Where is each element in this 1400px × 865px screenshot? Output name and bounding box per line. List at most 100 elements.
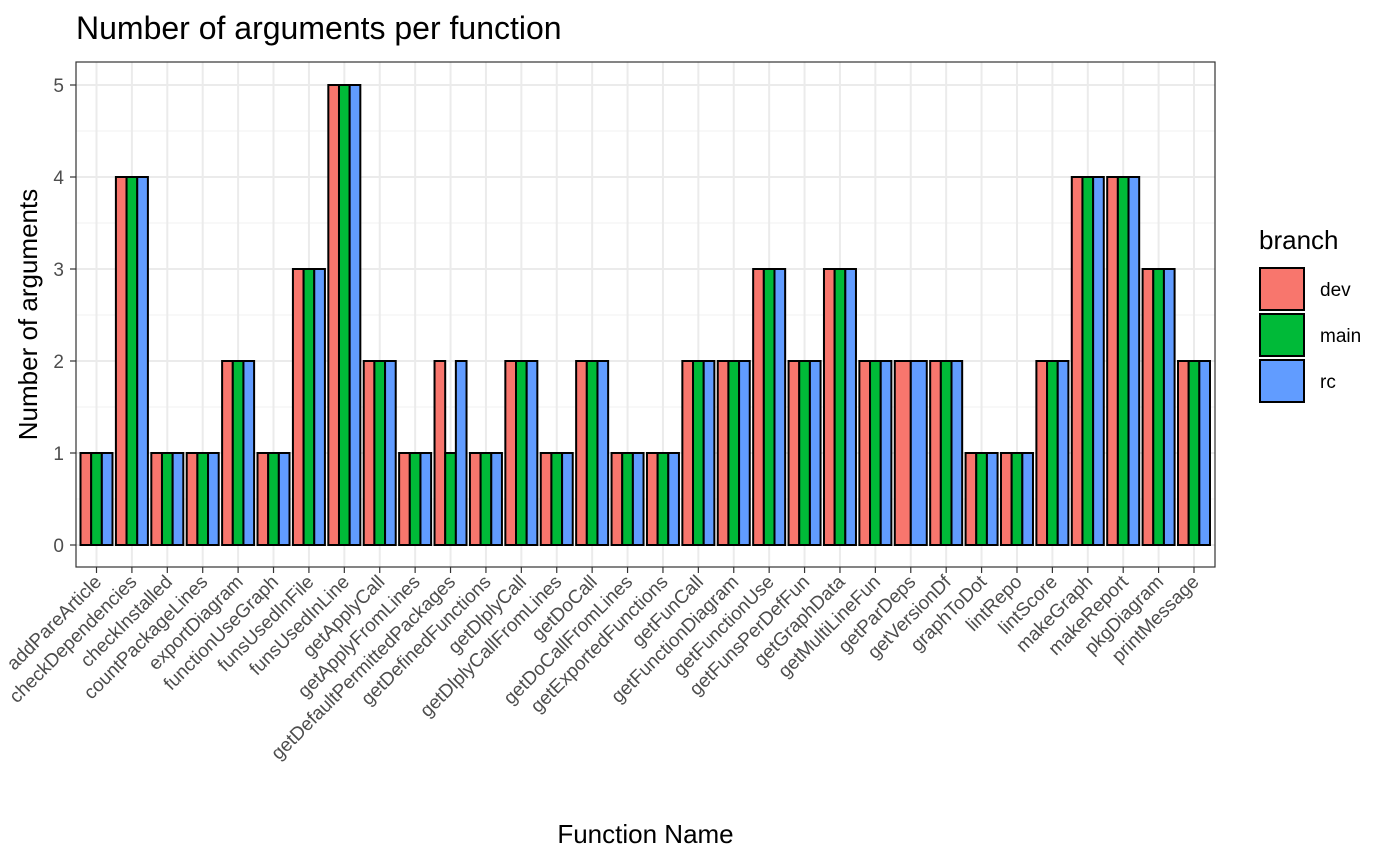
bar-dev <box>185 452 199 546</box>
bar-dev <box>291 268 305 546</box>
bar-dev <box>221 360 234 546</box>
legend-label-main: main <box>1320 326 1361 347</box>
bar-dev <box>752 268 765 546</box>
bar-rc <box>1092 176 1105 546</box>
bar-rc <box>844 268 857 546</box>
bar-rc <box>631 452 645 546</box>
bar-main <box>1081 176 1095 546</box>
bar-dev <box>256 452 270 546</box>
bar-main <box>267 452 280 546</box>
bar-rc <box>879 360 893 546</box>
bar-dev <box>716 360 730 546</box>
bar-main <box>373 360 387 546</box>
bar-rc <box>242 360 256 546</box>
bar-dev <box>1141 268 1155 546</box>
legend-title: branch <box>1259 225 1339 255</box>
y-tick-label: 2 <box>53 352 64 373</box>
bar-dev <box>1106 176 1119 546</box>
bar-main <box>1010 452 1024 546</box>
bar-dev <box>610 452 624 546</box>
bar-rc <box>348 84 362 546</box>
bar-main <box>231 360 245 546</box>
bar-rc <box>909 360 928 546</box>
bar-main <box>1046 360 1059 546</box>
bar-main <box>408 452 422 546</box>
bar-rc <box>702 360 716 546</box>
bar-dev <box>114 176 128 546</box>
bar-rc <box>1198 360 1212 546</box>
bar-main <box>1152 268 1165 546</box>
bar-dev <box>822 268 836 546</box>
bar-rc <box>490 452 503 546</box>
y-tick-label: 1 <box>53 444 64 465</box>
bar-main <box>125 176 139 546</box>
bar-rc <box>561 452 574 546</box>
bar-rc <box>1127 176 1141 546</box>
bar-dev <box>1070 176 1084 546</box>
bar-rc <box>136 176 149 546</box>
bar-main <box>798 360 811 546</box>
bar-main <box>550 452 564 546</box>
legend-key-rc <box>1259 359 1305 403</box>
bar-dev <box>787 360 801 546</box>
bar-rc <box>384 360 397 546</box>
y-tick-label: 3 <box>53 260 64 281</box>
bar-dev <box>964 452 978 546</box>
bar-dev <box>575 360 588 546</box>
plot-panel-border <box>75 61 1216 568</box>
bar-dev <box>858 360 872 546</box>
bar-main <box>90 452 103 546</box>
y-axis: 0 1 2 3 4 5 <box>53 76 76 557</box>
bar-rc <box>454 360 468 546</box>
bar-dev <box>681 360 695 546</box>
bar-main <box>692 360 705 546</box>
bar-rc <box>985 452 999 546</box>
bar-rc <box>1021 452 1034 546</box>
bar-rc <box>1056 360 1070 546</box>
bar-dev <box>539 452 553 546</box>
bar-rc <box>277 452 291 546</box>
bar-main <box>196 452 210 546</box>
bar-rc <box>738 360 751 546</box>
bar-main <box>621 452 634 546</box>
bar-dev <box>150 452 163 546</box>
y-axis-title: Number of arguments <box>13 189 43 440</box>
bar-main <box>444 452 457 546</box>
bar-main <box>727 360 741 546</box>
bar-rc <box>100 452 114 546</box>
bars <box>79 84 1212 546</box>
bar-main <box>939 360 953 546</box>
bar-main <box>1116 176 1130 546</box>
x-axis-title: Function Name <box>557 819 733 849</box>
bar-dev <box>433 360 447 546</box>
bar-rc <box>313 268 326 546</box>
bar-dev <box>398 452 411 546</box>
bar-rc <box>773 268 787 546</box>
bar-main <box>160 452 174 546</box>
bar-dev <box>893 360 912 546</box>
bar-main <box>302 268 316 546</box>
bar-main <box>869 360 882 546</box>
bar-main <box>656 452 670 546</box>
bar-rc <box>950 360 964 546</box>
chart-title: Number of arguments per function <box>76 10 562 46</box>
bar-main <box>585 360 599 546</box>
bar-dev <box>645 452 659 546</box>
bar-dev <box>1177 360 1190 546</box>
bar-main <box>975 452 988 546</box>
bar-dev <box>79 452 93 546</box>
bar-main <box>337 84 351 546</box>
bar-rc <box>419 452 433 546</box>
legend: branch dev main rc <box>1259 225 1361 403</box>
bar-rc <box>1162 268 1176 546</box>
bar-main <box>479 452 493 546</box>
bar-dev <box>362 360 376 546</box>
legend-key-dev <box>1259 267 1305 311</box>
bar-dev <box>504 360 518 546</box>
legend-key-main <box>1259 313 1305 357</box>
bar-rc <box>808 360 822 546</box>
bar-main <box>1187 360 1201 546</box>
bar-dev <box>1035 360 1049 546</box>
bar-dev <box>999 452 1013 546</box>
